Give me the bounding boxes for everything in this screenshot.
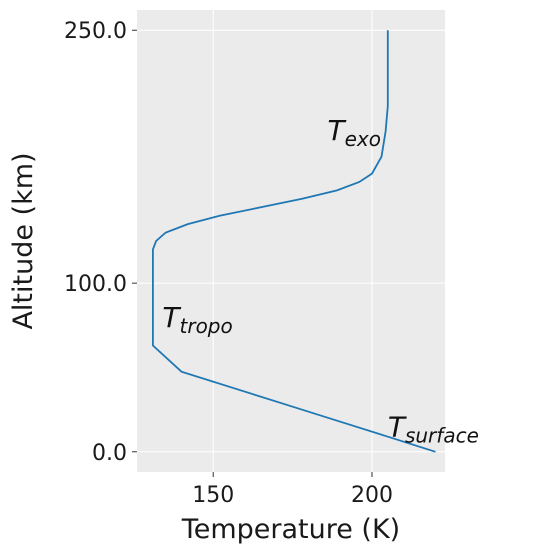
- x-axis-label: Temperature (K): [181, 514, 400, 545]
- y-axis-label: Altitude (km): [8, 152, 39, 329]
- annotations: Texo Ttropo Tsurface: [162, 114, 478, 448]
- grid-lines: [137, 10, 445, 472]
- annotation-t-surface: Tsurface: [388, 411, 479, 448]
- x-tick-label: 200: [351, 483, 393, 508]
- y-tick-label: 250.0: [64, 19, 127, 44]
- x-tick-label: 150: [192, 483, 234, 508]
- plot-background: [137, 10, 445, 472]
- annotation-t-tropo: Ttropo: [162, 301, 232, 338]
- annotation-t-exo: Texo: [328, 114, 382, 151]
- y-tick-label: 0.0: [92, 441, 127, 466]
- y-tick-label: 100.0: [64, 272, 127, 297]
- temperature-profile-line: [152, 30, 436, 453]
- axis-ticks: 150 200 0.0 100.0 250.0: [64, 19, 393, 508]
